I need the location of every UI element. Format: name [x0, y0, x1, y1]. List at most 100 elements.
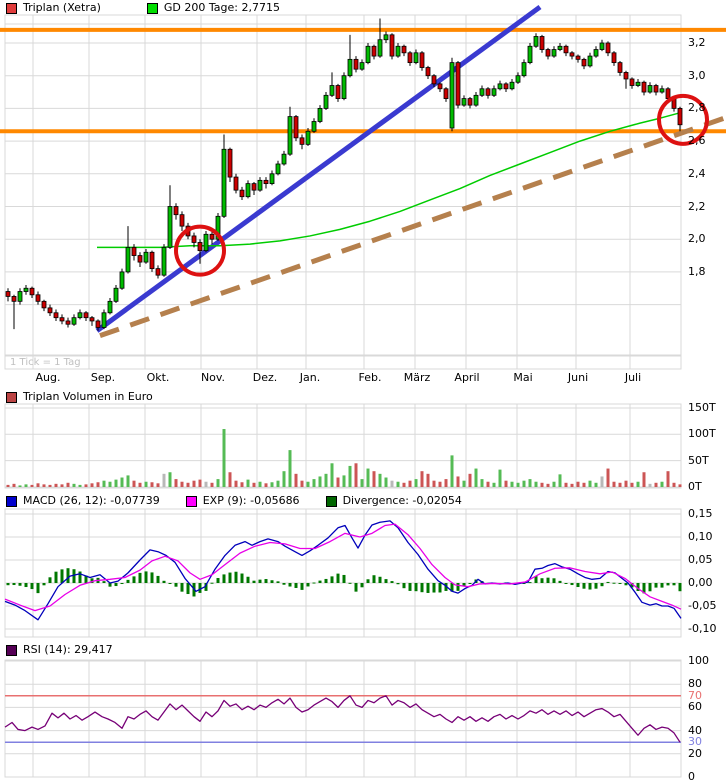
divergence-bar: [606, 581, 610, 583]
volume-bar: [522, 480, 526, 487]
volume-bar: [420, 471, 424, 487]
macd-axis-tick: 0,10: [688, 530, 713, 543]
series-swatch-rsi: [6, 644, 17, 656]
volume-bar: [600, 476, 604, 487]
volume-bar: [402, 482, 406, 487]
divergence-bar: [588, 583, 592, 590]
highlight-circle: [174, 224, 226, 277]
volume-axis-tick: 100T: [688, 427, 716, 441]
volume-bar: [114, 479, 118, 487]
candle-body: [155, 268, 161, 276]
divergence-bar: [30, 583, 34, 590]
candle-body: [215, 215, 221, 240]
candle-body: [119, 271, 125, 289]
divergence-bar: [198, 583, 202, 593]
x-axis-month-label: Juli: [624, 371, 642, 384]
volume-bar: [30, 484, 34, 487]
volume-bar: [564, 482, 568, 487]
divergence-bar: [348, 582, 352, 584]
divergence-bar: [216, 578, 220, 583]
divergence-bar: [24, 583, 28, 588]
divergence-bar: [246, 576, 250, 583]
candle-body: [233, 176, 239, 191]
volume-bar: [480, 479, 484, 487]
candle-body: [395, 45, 401, 57]
candle-body: [617, 62, 623, 73]
candle-body: [47, 307, 53, 314]
divergence-bar: [270, 580, 274, 583]
volume-bar: [222, 429, 226, 487]
divergence-bar: [114, 583, 118, 587]
divergence-bar: [318, 580, 322, 583]
volume-bar: [474, 468, 478, 487]
divergence-bar: [600, 583, 604, 587]
volume-bar: [444, 479, 448, 487]
rsi-axis-tick: 40: [688, 723, 702, 737]
candle-body: [353, 58, 359, 70]
candle-body: [59, 317, 65, 322]
volume-bar: [90, 483, 94, 487]
volume-bar: [264, 483, 268, 487]
volume-bar: [174, 479, 178, 487]
candle-body: [317, 108, 323, 122]
divergence-bar: [234, 571, 238, 583]
divergence-bar: [12, 583, 16, 586]
volume-bar: [378, 473, 382, 487]
rsi-axis-tick: 100: [688, 654, 709, 667]
candle-body: [5, 291, 11, 297]
volume-bar: [414, 479, 418, 487]
volume-axis-tick: 150T: [688, 400, 716, 414]
exp-signal-line: [4, 523, 682, 612]
volume-bar: [180, 481, 184, 487]
macd-axis-tick: 0,15: [688, 507, 713, 520]
divergence-bar: [654, 583, 658, 588]
candle-body: [431, 75, 437, 85]
divergence-bar: [468, 583, 472, 584]
volume-bar: [540, 482, 544, 487]
x-axis-month-label: Jan.: [299, 371, 321, 384]
candle-body: [107, 300, 113, 314]
divergence-bar: [180, 583, 184, 592]
candle-body: [41, 300, 47, 309]
candle-body: [569, 52, 575, 57]
candle-body: [89, 317, 95, 322]
volume-bar: [558, 474, 562, 487]
divergence-bar: [570, 583, 574, 586]
volume-bar: [36, 483, 40, 487]
candle-body: [473, 94, 479, 106]
volume-bar: [48, 484, 52, 487]
volume-bar: [672, 482, 676, 487]
volume-axis-tick: 0T: [688, 480, 702, 493]
divergence-bar: [168, 583, 172, 584]
volume-bar: [108, 481, 112, 487]
volume-bar: [288, 450, 292, 487]
volume-bar: [186, 482, 190, 487]
candle-body: [455, 62, 461, 106]
volume-bar: [354, 463, 358, 487]
macd-panel-frame: [4, 508, 682, 638]
candle-body: [95, 320, 101, 328]
candle-body: [593, 49, 599, 57]
volume-bar: [570, 483, 574, 487]
volume-bar: [366, 468, 370, 487]
volume-bar: [546, 483, 550, 487]
divergence-bar: [450, 583, 454, 592]
x-axis-month-label: Mai: [513, 371, 533, 384]
candle-body: [599, 42, 605, 50]
series-label-rsi: RSI (14): 29,417: [23, 643, 113, 656]
rsi-legend: RSI (14): 29,417: [6, 644, 113, 656]
volume-bar: [456, 476, 460, 487]
volume-bar: [6, 484, 10, 487]
volume-bar: [72, 483, 76, 487]
divergence-bar: [612, 582, 616, 584]
candle-body: [377, 39, 383, 57]
divergence-bar: [618, 583, 622, 584]
series-label-exp: EXP (9): -0,05686: [202, 494, 300, 507]
macd-legend-item: MACD (26, 12): -0,07739: [6, 495, 160, 507]
volume-bar: [126, 475, 130, 487]
price-panel-frame: [4, 23, 682, 356]
volume-bar: [606, 468, 610, 487]
volume-bar: [294, 473, 298, 487]
volume-bar: [432, 480, 436, 487]
